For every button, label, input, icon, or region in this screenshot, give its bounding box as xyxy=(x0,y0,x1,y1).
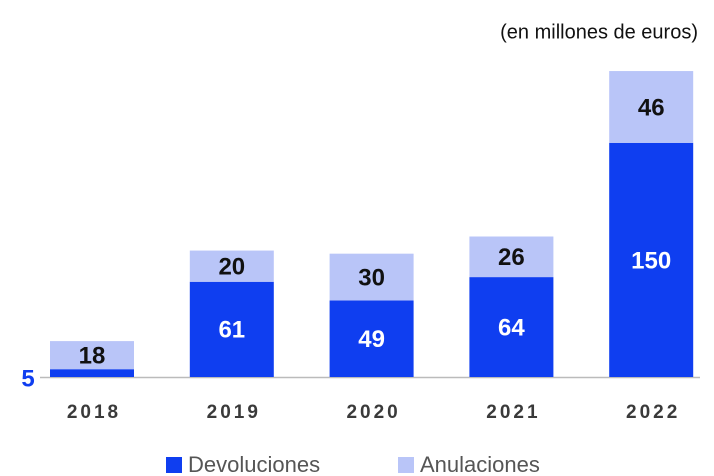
x-tick-label: 2021 xyxy=(486,402,540,423)
bar-segment xyxy=(50,369,134,377)
value-label: 61 xyxy=(218,317,245,344)
bar-segment xyxy=(469,277,554,377)
x-tick-label: 2019 xyxy=(207,402,261,423)
legend-swatch xyxy=(398,457,414,473)
value-label: 64 xyxy=(498,314,525,341)
legend-label: Anulaciones xyxy=(420,452,540,476)
bar-segment xyxy=(329,253,414,301)
value-label: 5 xyxy=(21,365,34,392)
x-tick-label: 2018 xyxy=(67,402,121,423)
x-tick-label: 2022 xyxy=(626,402,680,423)
bar-segment xyxy=(469,236,554,278)
bar-segment xyxy=(609,71,694,143)
value-label: 46 xyxy=(638,94,665,121)
bar-segment xyxy=(329,300,414,377)
value-label: 20 xyxy=(218,254,245,281)
bar-segment xyxy=(189,281,274,377)
value-label: 49 xyxy=(358,326,385,353)
bar-segment xyxy=(189,250,274,282)
x-tick-label: 2020 xyxy=(346,402,400,423)
bar-segment xyxy=(609,142,694,377)
value-label: 30 xyxy=(358,264,385,291)
value-label: 150 xyxy=(631,247,671,274)
bar-segment xyxy=(50,341,134,370)
value-label: 26 xyxy=(498,244,525,271)
legend-label: Devoluciones xyxy=(188,452,320,476)
chart-subtitle: (en millones de euros) xyxy=(500,21,698,43)
legend-swatch xyxy=(166,457,182,473)
value-label: 18 xyxy=(79,342,106,369)
